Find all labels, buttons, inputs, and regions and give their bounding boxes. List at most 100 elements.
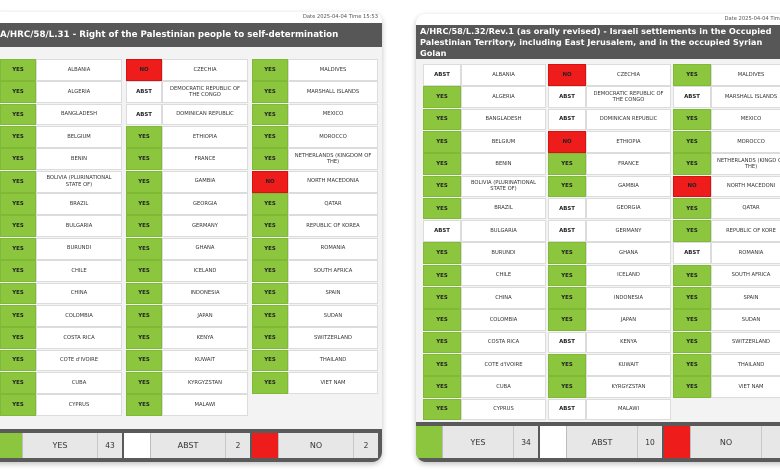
country-name: MOROCCO	[288, 126, 378, 148]
vote-row: YES INDONESIA	[126, 282, 248, 305]
vote-row: YES CHILE	[423, 264, 546, 287]
total-no-label: NO	[690, 426, 761, 458]
vote-row: YES SOUTH AFRICA	[252, 260, 378, 282]
vote-row: ABST DEMOCRATIC REPUBLIC OF THE CONGO	[548, 86, 671, 108]
vote-value: ABST	[673, 242, 711, 265]
vote-row: YES BULGARIA	[0, 215, 122, 238]
vote-row: YES BURUNDI	[0, 237, 122, 260]
country-name: CHILE	[36, 260, 122, 282]
vote-row: YES COSTA RICA	[0, 327, 122, 349]
country-name: ROMANIA	[288, 237, 378, 260]
total-yes-label: YES	[442, 426, 513, 458]
vote-value: YES	[126, 394, 162, 416]
country-name: THAILAND	[288, 349, 378, 372]
vote-value: YES	[0, 394, 36, 416]
vote-value: NO	[673, 175, 711, 198]
vote-row: YES BELGIUM	[423, 130, 546, 153]
vote-value: YES	[0, 148, 36, 171]
country-name: GEORGIA	[586, 197, 671, 220]
vote-value: YES	[126, 304, 162, 327]
vote-value: ABST	[548, 108, 586, 131]
vote-row: YES REPUBLIC OF KORE	[673, 220, 780, 242]
country-name: SPAIN	[288, 282, 378, 305]
country-name: MEXICO	[288, 103, 378, 126]
country-name: MALDIVES	[711, 64, 780, 86]
total-no: NO 2	[252, 433, 378, 458]
country-name: MALDIVES	[288, 59, 378, 81]
vote-row: YES ROMANIA	[252, 237, 378, 260]
vote-value: YES	[0, 126, 36, 148]
vote-value: YES	[0, 193, 36, 215]
country-name: SWITZERLAND	[711, 331, 780, 354]
resolution-title: A/HRC/58/L.31 - Right of the Palestinian…	[0, 23, 382, 47]
country-name: GERMANY	[586, 220, 671, 242]
country-name: DEMOCRATIC REPUBLIC OF THE CONGO	[586, 86, 671, 108]
vote-row: YES MOROCCO	[673, 130, 780, 153]
vote-row: ABST ALBANIA	[423, 64, 546, 86]
vote-value: YES	[423, 153, 461, 175]
vote-value: YES	[126, 282, 162, 305]
vote-value: ABST	[548, 197, 586, 220]
country-name: GHANA	[586, 242, 671, 265]
total-abst-count: 2	[225, 433, 250, 458]
country-name: CHINA	[461, 287, 546, 309]
country-name: NETHERLANDS (KINGDOM OF THE)	[288, 148, 378, 171]
country-name: NORTH MACEDONI	[711, 175, 780, 198]
country-name: THAILAND	[711, 353, 780, 376]
vote-value: ABST	[548, 220, 586, 242]
country-name: INDONESIA	[586, 287, 671, 309]
vote-value: YES	[126, 193, 162, 215]
country-name: BENIN	[36, 148, 122, 171]
country-name: COSTA RICA	[36, 327, 122, 349]
resolution-title: A/HRC/58/L.32/Rev.1 (as orally revised) …	[416, 25, 780, 59]
vote-value: YES	[423, 242, 461, 265]
vote-row: YES FRANCE	[126, 148, 248, 171]
vote-row: YES CHINA	[0, 282, 122, 305]
vote-row: YES THAILAND	[673, 353, 780, 376]
total-no-label: NO	[278, 433, 353, 458]
vote-value: YES	[252, 193, 288, 215]
vote-row: YES SWITZERLAND	[673, 331, 780, 354]
country-name: ICELAND	[586, 264, 671, 287]
vote-value: YES	[0, 282, 36, 305]
total-no-count	[761, 426, 780, 458]
vote-value: YES	[252, 371, 288, 394]
country-name: BANGLADESH	[36, 103, 122, 126]
vote-value: ABST	[423, 220, 461, 242]
vote-value: YES	[673, 64, 711, 86]
vote-value: YES	[673, 197, 711, 220]
country-name: GHANA	[162, 237, 248, 260]
country-name: BRAZIL	[36, 193, 122, 215]
vote-value: YES	[0, 349, 36, 372]
total-abst-count: 10	[637, 426, 662, 458]
total-yes-count: 34	[513, 426, 538, 458]
vote-row: NO CZECHIA	[126, 59, 248, 81]
country-name: COTE d'IVOIRE	[461, 353, 546, 376]
vote-row: ABST MARSHALL ISLANDS	[673, 86, 780, 108]
vote-value: YES	[126, 327, 162, 349]
vote-row: YES FRANCE	[548, 153, 671, 175]
vote-row: YES CHILE	[0, 260, 122, 282]
country-name: CZECHIA	[162, 59, 248, 81]
vote-value: YES	[548, 242, 586, 265]
vote-totals-bar: YES 34 ABST 10 NO	[416, 422, 780, 462]
vote-row: YES CUBA	[0, 371, 122, 394]
vote-row: YES ICELAND	[548, 264, 671, 287]
vote-row: YES QATAR	[673, 197, 780, 220]
vote-row: YES SPAIN	[673, 287, 780, 309]
vote-value: YES	[252, 148, 288, 171]
vote-value: YES	[252, 304, 288, 327]
country-name: ALGERIA	[461, 86, 546, 108]
vote-value: NO	[126, 59, 162, 81]
country-name: MOROCCO	[711, 130, 780, 153]
vote-row: YES MOROCCO	[252, 126, 378, 148]
date-time: Date 2025-04-04 Time 15:53	[0, 12, 382, 23]
vote-value: YES	[673, 130, 711, 153]
vote-row: ABST DOMINICAN REPUBLIC	[126, 103, 248, 126]
country-name: QATAR	[288, 193, 378, 215]
vote-value: YES	[252, 282, 288, 305]
country-name: VIET NAM	[711, 376, 780, 398]
vote-value: YES	[673, 331, 711, 354]
vote-value: NO	[548, 64, 586, 86]
country-name: SOUTH AFRICA	[711, 264, 780, 287]
